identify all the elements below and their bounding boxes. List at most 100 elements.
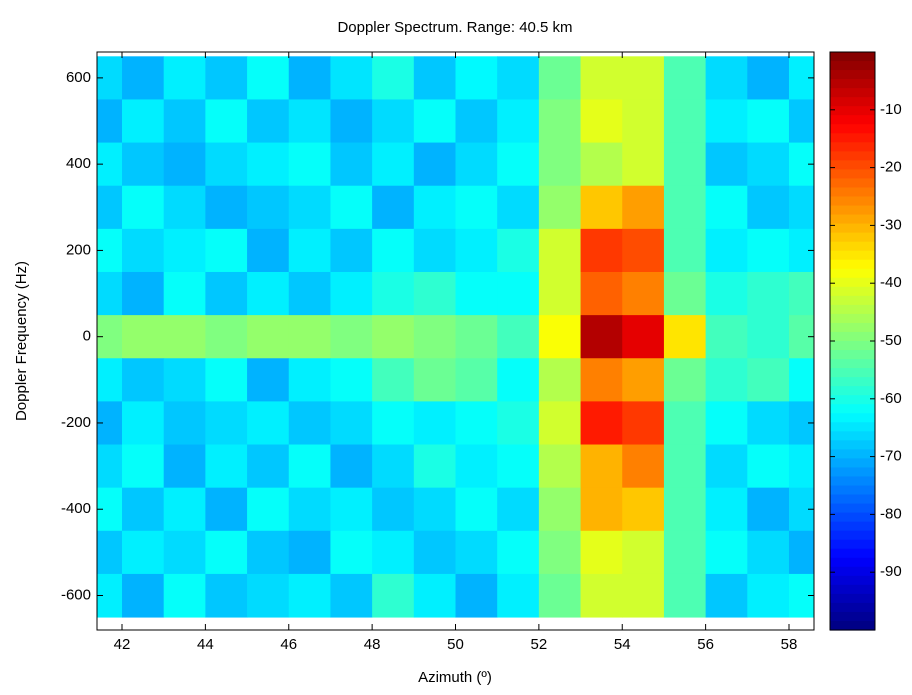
heatmap-cell xyxy=(413,185,456,230)
heatmap-cell xyxy=(580,185,623,230)
heatmap-cell xyxy=(580,142,623,187)
heatmap-cell xyxy=(372,142,415,187)
heatmap-cell xyxy=(538,142,582,187)
colorbar-segment xyxy=(830,404,875,414)
heatmap-cell xyxy=(122,228,165,273)
heatmap-cell xyxy=(372,401,415,446)
heatmap-cell xyxy=(205,185,248,230)
heatmap-cell xyxy=(622,530,665,575)
heatmap-cell xyxy=(247,315,290,359)
heatmap-cell xyxy=(538,487,582,532)
heatmap-cell xyxy=(538,573,582,618)
chart-title: Doppler Spectrum. Range: 40.5 km xyxy=(337,19,572,36)
heatmap-cell xyxy=(205,573,248,618)
heatmap-cell xyxy=(705,99,748,144)
heatmap-cell xyxy=(497,573,540,618)
heatmap-cell xyxy=(663,530,707,575)
heatmap-cell xyxy=(122,142,165,187)
heatmap-cell xyxy=(413,487,456,532)
colorbar-segment xyxy=(830,440,875,450)
heatmap-cell xyxy=(413,99,456,144)
heatmap-cell xyxy=(497,487,540,532)
heatmap-cell xyxy=(247,56,290,100)
y-tick-label: 0 xyxy=(83,328,91,345)
heatmap-cell xyxy=(788,271,814,316)
heatmap-cell xyxy=(788,185,814,230)
heatmap-cell xyxy=(788,358,814,402)
colorbar-segment xyxy=(830,503,875,514)
x-tick-label: 48 xyxy=(364,636,381,653)
x-tick-label: 52 xyxy=(531,636,548,653)
colorbar-segment xyxy=(830,169,875,180)
heatmap-cell xyxy=(497,185,540,230)
heatmap-cell xyxy=(580,315,623,359)
heatmap-cell xyxy=(288,444,331,489)
heatmap-cell xyxy=(330,142,373,187)
colorbar-segment xyxy=(830,530,875,541)
heatmap-cell xyxy=(455,444,498,489)
heatmap-cell xyxy=(288,99,331,144)
colorbar-segment xyxy=(830,133,875,143)
heatmap-cell xyxy=(413,530,456,575)
heatmap-cell xyxy=(205,142,248,187)
heatmap-cell xyxy=(538,315,582,359)
heatmap-cell xyxy=(247,185,290,230)
x-tick-label: 42 xyxy=(114,636,131,653)
heatmap-cell xyxy=(455,358,498,402)
heatmap-cell xyxy=(247,487,290,532)
heatmap-cell xyxy=(705,142,748,187)
heatmap-cell xyxy=(747,401,790,446)
colorbar-segment xyxy=(830,187,875,198)
colorbar-segment xyxy=(830,331,875,342)
heatmap-cell xyxy=(705,401,748,446)
heatmap-cell xyxy=(163,142,206,187)
heatmap-cell xyxy=(705,185,748,230)
colorbar-segment xyxy=(830,494,875,505)
heatmap-cell xyxy=(705,271,748,316)
heatmap-cell xyxy=(747,228,790,273)
heatmap-cell xyxy=(288,142,331,187)
heatmap-cell xyxy=(247,573,290,618)
colorbar-segment xyxy=(830,142,875,152)
heatmap-cell xyxy=(663,56,707,100)
heatmap-cell xyxy=(163,228,206,273)
colorbar-segment xyxy=(830,449,875,460)
heatmap-cell xyxy=(122,444,165,489)
heatmap-cell xyxy=(622,573,665,618)
colorbar-segment xyxy=(830,250,875,261)
heatmap-cell xyxy=(330,444,373,489)
heatmap-cell xyxy=(497,444,540,489)
x-tick-label: 56 xyxy=(697,636,714,653)
colorbar-segment xyxy=(830,70,875,80)
y-tick-label: 200 xyxy=(66,241,91,258)
heatmap-cell xyxy=(747,358,790,402)
heatmap-cell xyxy=(330,573,373,618)
heatmap-cell xyxy=(455,487,498,532)
heatmap-cell xyxy=(788,99,814,144)
heatmap-cell xyxy=(747,315,790,359)
heatmap-cell xyxy=(330,56,373,100)
heatmap-cell xyxy=(122,99,165,144)
heatmap-cell xyxy=(788,444,814,489)
y-tick-label: 600 xyxy=(66,69,91,86)
heatmap-cell xyxy=(372,99,415,144)
heatmap-cell xyxy=(622,228,665,273)
colorbar-segment xyxy=(830,223,875,234)
heatmap-cell xyxy=(705,444,748,489)
colorbar-segment xyxy=(830,241,875,252)
colorbar-segment xyxy=(830,115,875,125)
heatmap-cell xyxy=(705,573,748,618)
colorbar-segment xyxy=(830,196,875,207)
heatmap-cell xyxy=(538,185,582,230)
heatmap-cell xyxy=(663,271,707,316)
heatmap-cell xyxy=(122,530,165,575)
heatmap-cell xyxy=(580,487,623,532)
colorbar-segment xyxy=(830,368,875,378)
colorbar-segment xyxy=(830,512,875,523)
heatmap-cell xyxy=(122,487,165,532)
heatmap-cell xyxy=(413,228,456,273)
heatmap-cell xyxy=(372,358,415,402)
heatmap-cell xyxy=(663,99,707,144)
colorbar-segment xyxy=(830,485,875,496)
heatmap-cell xyxy=(455,401,498,446)
